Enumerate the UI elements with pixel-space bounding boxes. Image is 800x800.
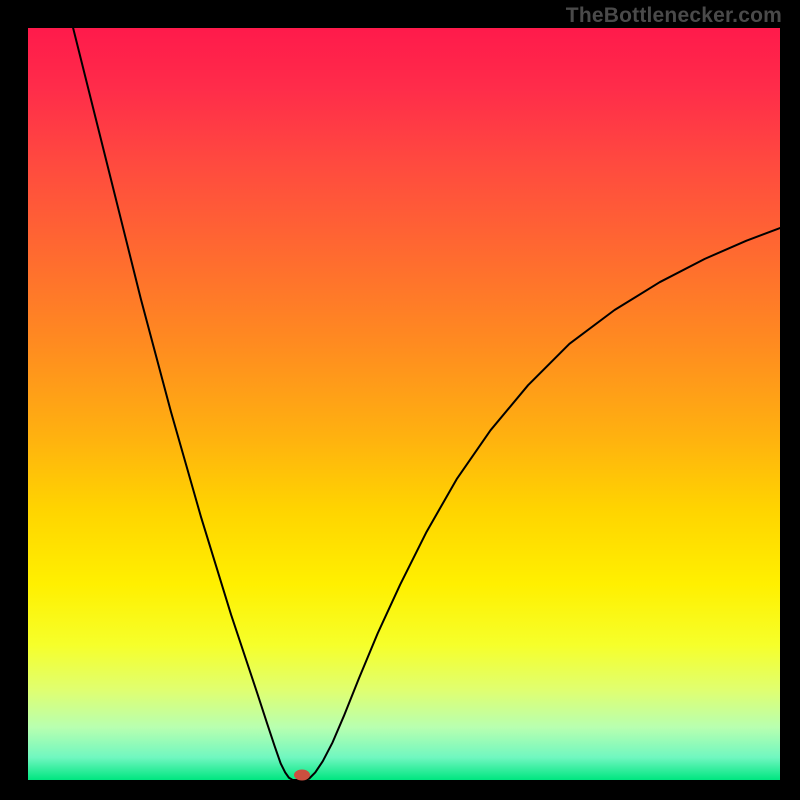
- chart-frame: TheBottlenecker.com: [0, 0, 800, 800]
- plot-svg: [28, 28, 780, 780]
- optimal-point-marker: [294, 770, 310, 781]
- plot-area: [28, 28, 780, 780]
- gradient-background: [28, 28, 780, 780]
- attribution-text: TheBottlenecker.com: [566, 4, 782, 28]
